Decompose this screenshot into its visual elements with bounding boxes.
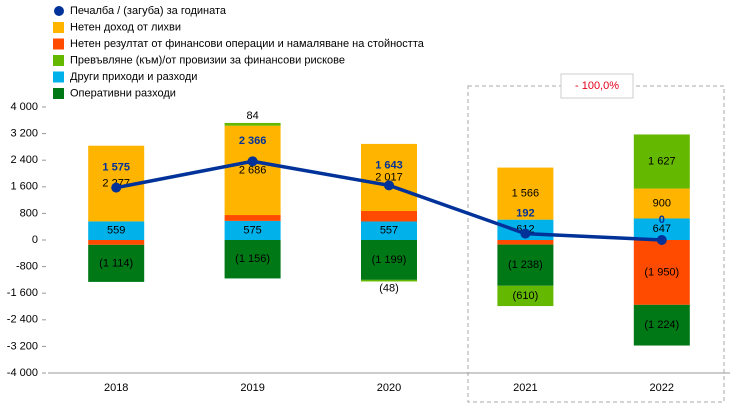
value-label: 557 xyxy=(380,225,398,237)
legend-label: Превъвляне (към)/от провизии за финансов… xyxy=(70,54,345,66)
value-label: 84 xyxy=(246,110,258,122)
value-label: (1 238) xyxy=(508,259,543,271)
legend-label: Нетен резултат от финансови операции и н… xyxy=(70,38,425,50)
bar xyxy=(224,122,281,126)
y-tick-label: 800 xyxy=(20,207,38,219)
value-label: 900 xyxy=(653,197,671,209)
value-label: (1 199) xyxy=(372,254,407,266)
bar xyxy=(224,215,281,221)
legend-label: Печалба / (загуба) за годината xyxy=(70,5,227,17)
y-tick-label: 3 200 xyxy=(10,128,38,140)
bar xyxy=(497,167,554,220)
bar xyxy=(224,220,281,240)
bar xyxy=(224,125,281,216)
bar xyxy=(497,244,554,286)
bar xyxy=(224,240,281,279)
value-label: 559 xyxy=(107,225,125,237)
value-label: (1 224) xyxy=(644,319,679,331)
line-point xyxy=(111,182,122,193)
bar xyxy=(361,279,417,282)
x-tick-label: 2019 xyxy=(240,382,264,394)
bar xyxy=(497,240,554,245)
bar xyxy=(361,221,417,240)
value-label: (1 156) xyxy=(235,253,270,265)
line-label: 1 643 xyxy=(375,159,403,171)
bar xyxy=(88,240,145,245)
line-label: 2 366 xyxy=(239,135,267,147)
legend-marker xyxy=(54,6,64,16)
bar xyxy=(88,221,145,240)
legend-marker xyxy=(53,55,64,66)
legend-label: Нетен доход от лихви xyxy=(70,21,181,33)
bar xyxy=(633,240,690,305)
x-tick-label: 2022 xyxy=(650,382,674,394)
x-tick-label: 2020 xyxy=(377,382,401,394)
y-tick-label: -2 400 xyxy=(7,314,38,326)
legend-label: Други приходи и разходи xyxy=(70,71,197,83)
bar xyxy=(633,218,690,240)
x-tick-label: 2021 xyxy=(513,382,537,394)
value-label: (48) xyxy=(379,282,399,294)
legend-marker xyxy=(53,38,64,50)
value-label: (1 114) xyxy=(99,257,133,269)
line-point xyxy=(384,180,394,191)
value-label: (610) xyxy=(513,290,539,302)
line-label: 0 xyxy=(659,214,665,226)
y-tick-label: -4 000 xyxy=(7,367,38,379)
bar xyxy=(633,134,690,189)
line-point xyxy=(520,228,531,239)
value-label: (1 950) xyxy=(644,266,679,278)
y-tick-label: 4 000 xyxy=(10,101,38,113)
bar xyxy=(88,244,145,282)
bar xyxy=(361,240,417,280)
legend-marker xyxy=(53,71,64,83)
line-label: 192 xyxy=(516,208,534,220)
value-label: 1 627 xyxy=(648,155,676,167)
bar xyxy=(361,210,417,222)
bar xyxy=(633,304,690,346)
bar xyxy=(633,188,690,219)
bar xyxy=(361,143,417,211)
line-point xyxy=(247,156,258,167)
x-tick-label: 2018 xyxy=(104,382,128,394)
legend-label: Оперативни разходи xyxy=(70,87,176,99)
line-label: 1 575 xyxy=(102,162,130,174)
legend-marker xyxy=(53,88,64,99)
value-label: 1 566 xyxy=(512,188,540,200)
value-label: 2 017 xyxy=(375,171,403,183)
y-tick-label: 0 xyxy=(32,234,38,246)
y-tick-label: -1 600 xyxy=(7,287,38,299)
bar xyxy=(497,285,554,307)
annotation: - 100,0% xyxy=(575,80,619,92)
y-tick-label: 1 600 xyxy=(10,181,38,193)
value-label: 575 xyxy=(243,224,261,236)
y-tick-label: -3 200 xyxy=(7,340,38,352)
y-tick-label: 2 400 xyxy=(10,154,38,166)
value-label: 2 686 xyxy=(239,164,267,176)
y-tick-label: -800 xyxy=(16,261,38,273)
value-label: 647 xyxy=(653,223,671,235)
line-point xyxy=(656,235,667,245)
annotation-box xyxy=(560,73,634,99)
legend-marker xyxy=(53,22,64,33)
